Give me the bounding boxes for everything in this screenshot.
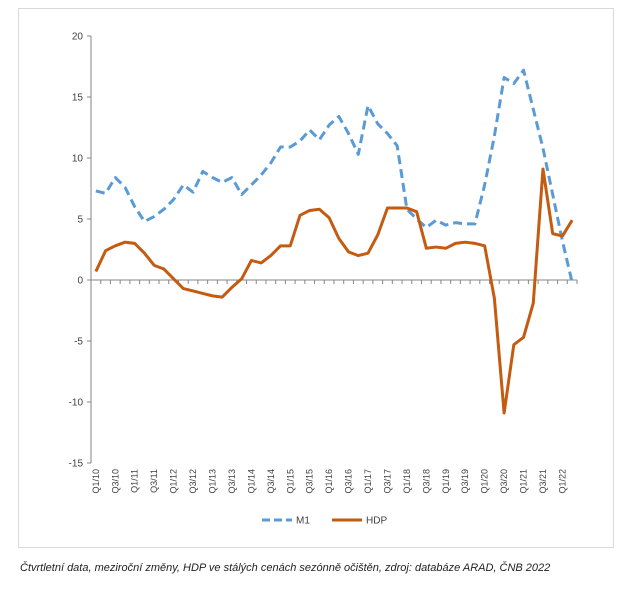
legend-label-hdp: HDP: [366, 516, 387, 527]
y-tick-label: 20: [72, 32, 84, 43]
x-tick-label: Q1/19: [441, 469, 451, 494]
x-tick-label: Q3/15: [305, 469, 315, 494]
x-tick-label: Q3/11: [149, 469, 159, 493]
x-tick-label: Q1/21: [519, 469, 529, 494]
x-tick-label: Q1/10: [91, 469, 101, 494]
x-tick-label: Q1/12: [169, 469, 179, 494]
series-lines: [94, 68, 574, 415]
y-tick-label: 15: [72, 93, 84, 104]
x-tick-label: Q1/15: [285, 469, 295, 494]
x-tick-label: Q3/17: [382, 469, 392, 494]
x-tick-label: Q1/14: [246, 469, 256, 494]
x-tick-label: Q3/12: [188, 469, 198, 494]
x-tick-label: Q3/16: [344, 469, 354, 494]
x-tick-label: Q1/18: [402, 469, 412, 494]
x-tick-label: Q1/16: [324, 469, 334, 494]
y-axis: -15 -10 -5 0 5 10 15 20: [69, 32, 92, 470]
x-tick-label: Q1/13: [208, 469, 218, 494]
legend: M1 HDP: [262, 516, 387, 527]
x-tick-label: Q3/19: [460, 469, 470, 494]
x-tick-label: Q3/14: [266, 469, 276, 494]
x-tick-label: Q3/18: [421, 469, 431, 494]
series-line-hdp: [94, 167, 574, 415]
legend-label-m1: M1: [296, 516, 310, 527]
y-tick-label: 0: [77, 276, 83, 287]
y-tick-label: -5: [74, 337, 83, 348]
x-tick-label: Q3/20: [499, 469, 509, 494]
y-tick-label: 5: [77, 215, 83, 226]
series-line-m1: [95, 68, 574, 283]
x-tick-label: Q3/21: [538, 469, 548, 494]
chart-caption: Čtvrtletní data, meziroční změny, HDP ve…: [20, 562, 551, 574]
y-tick-label: 10: [72, 154, 84, 165]
y-tick-label: -15: [69, 459, 84, 470]
x-tick-label: Q1/17: [363, 469, 373, 494]
x-tick-label: Q1/22: [557, 469, 567, 494]
x-tick-label: Q3/13: [227, 469, 237, 494]
x-tick-label: Q3/10: [110, 469, 120, 494]
x-axis: Q1/10 Q3/10 Q1/11 Q3/11 Q1/12 Q3/12 Q1/13 Q3/13…: [90, 279, 578, 494]
chart-frame: -15 -10 -5 0 5 10 15 20 Q1/10 Q3/10 Q1/11 Q3/11 Q1/…: [18, 8, 614, 548]
x-tick-label: Q1/11: [130, 469, 140, 493]
x-tick-label: Q1/20: [480, 469, 490, 494]
y-tick-label: -10: [69, 398, 84, 409]
